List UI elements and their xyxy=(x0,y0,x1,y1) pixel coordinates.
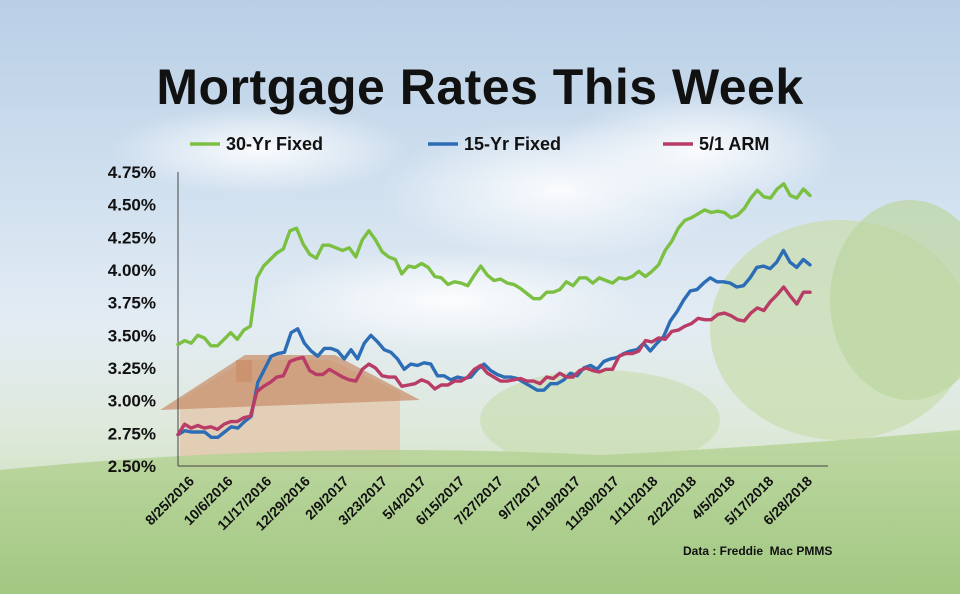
chart-title: Mortgage Rates This Week xyxy=(156,59,804,115)
y-tick-label: 2.75% xyxy=(108,424,156,443)
y-tick-label: 4.00% xyxy=(108,261,156,280)
y-tick-label: 3.75% xyxy=(108,294,156,313)
y-tick-label: 3.00% xyxy=(108,392,156,411)
series-line-1 xyxy=(176,182,812,348)
y-tick-label: 2.50% xyxy=(108,457,156,476)
series-lines xyxy=(176,182,812,439)
y-tick-label: 3.50% xyxy=(108,326,156,345)
axes xyxy=(177,172,828,467)
source-note: Data : Freddie Mac PMMS xyxy=(683,544,833,558)
y-tick-label: 3.25% xyxy=(108,359,156,378)
y-tick-label: 4.75% xyxy=(108,163,156,182)
x-axis-ticks: 8/25/201610/6/201611/17/201612/29/20162/… xyxy=(142,473,816,534)
legend-label-3: 5/1 ARM xyxy=(699,134,769,154)
series-line-2 xyxy=(176,248,812,439)
legend-label-2: 15-Yr Fixed xyxy=(464,134,561,154)
legend: 30-Yr Fixed 15-Yr Fixed 5/1 ARM xyxy=(190,134,769,154)
y-axis-ticks: 4.75% 4.50% 4.25% 4.00% 3.75% 3.50% 3.25% 3.00%… xyxy=(108,163,156,476)
legend-label-1: 30-Yr Fixed xyxy=(226,134,323,154)
y-tick-label: 4.25% xyxy=(108,228,156,247)
y-tick-label: 4.50% xyxy=(108,196,156,215)
series-line-3 xyxy=(176,285,812,437)
